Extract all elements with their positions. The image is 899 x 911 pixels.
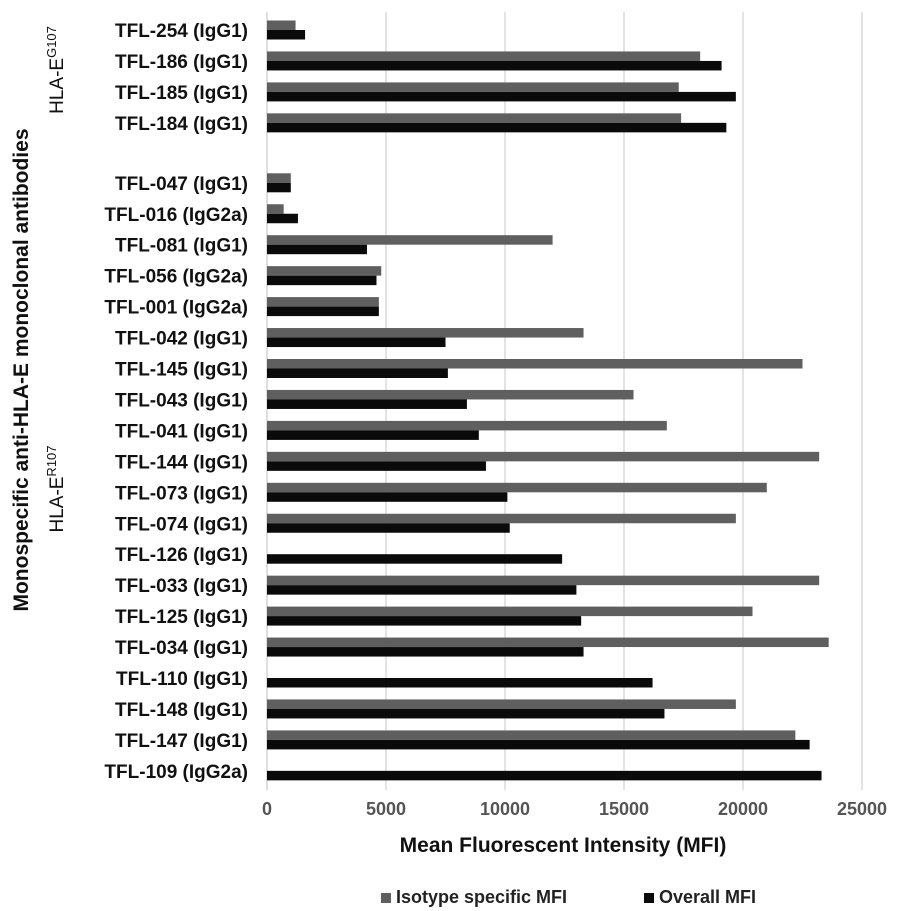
x-tick-label: 20000 bbox=[718, 799, 768, 819]
bar-overall bbox=[267, 60, 722, 71]
category-labels: TFL-254 (IgG1) TFL-186 (IgG1) TFL-185 (IgG… bbox=[104, 21, 248, 783]
bar-isotype-specific bbox=[267, 51, 701, 61]
category-label: TFL-125 (IgG1) bbox=[115, 607, 248, 628]
bar-overall bbox=[267, 399, 467, 409]
bar-overall bbox=[267, 337, 446, 348]
category-label: TFL-148 (IgG1) bbox=[115, 700, 248, 721]
bar-isotype-specific bbox=[267, 328, 584, 338]
category-label: TFL-110 (IgG1) bbox=[116, 669, 248, 690]
legend-swatch bbox=[381, 893, 391, 903]
bar-isotype-specific bbox=[267, 699, 736, 709]
bar-isotype-specific bbox=[267, 451, 820, 462]
category-label: TFL-184 (IgG1) bbox=[115, 114, 248, 135]
group-labels: HLA-EG107 HLA-ER107 bbox=[44, 26, 68, 532]
gridlines bbox=[266, 12, 863, 790]
category-label: TFL-081 (IgG1) bbox=[115, 236, 248, 257]
category-label: TFL-033 (IgG1) bbox=[115, 576, 248, 597]
category-label: TFL-016 (IgG2a) bbox=[104, 205, 248, 226]
bar-overall bbox=[267, 492, 508, 502]
legend-label: Isotype specific MFI bbox=[396, 887, 567, 907]
bar-overall bbox=[267, 678, 653, 688]
bar-overall bbox=[267, 30, 306, 40]
legend-label: Overall MFI bbox=[659, 887, 756, 907]
bar-overall bbox=[267, 708, 665, 719]
bar-isotype-specific bbox=[267, 513, 736, 524]
bar-isotype-specific bbox=[267, 297, 379, 307]
x-tick-label: 15000 bbox=[599, 799, 649, 819]
category-label: TFL-254 (IgG1) bbox=[115, 21, 248, 42]
bar-overall bbox=[267, 91, 736, 102]
bar-overall bbox=[267, 739, 810, 750]
group-label: HLA-EG107 bbox=[44, 26, 68, 114]
x-tick-label: 5000 bbox=[366, 799, 406, 819]
category-label: TFL-056 (IgG2a) bbox=[104, 267, 248, 288]
bar-isotype-specific bbox=[267, 730, 796, 740]
category-label: TFL-041 (IgG1) bbox=[115, 421, 248, 442]
category-label: TFL-043 (IgG1) bbox=[115, 390, 248, 411]
bar-isotype-specific bbox=[267, 82, 679, 92]
category-label: TFL-145 (IgG1) bbox=[115, 360, 248, 381]
bar-overall bbox=[267, 213, 298, 224]
bar-isotype-specific bbox=[267, 235, 553, 245]
bar-isotype-specific bbox=[267, 204, 284, 214]
category-label: TFL-147 (IgG1) bbox=[115, 731, 248, 752]
bar-isotype-specific bbox=[267, 389, 634, 400]
x-axis-title: Mean Fluorescent Intensity (MFI) bbox=[400, 834, 727, 857]
group-label: HLA-ER107 bbox=[44, 445, 68, 532]
bar-isotype-specific bbox=[267, 173, 291, 183]
bar-isotype-specific bbox=[267, 113, 682, 123]
bar-overall bbox=[267, 461, 486, 471]
category-label: TFL-109 (IgG2a) bbox=[104, 762, 248, 783]
category-label: TFL-034 (IgG1) bbox=[115, 638, 248, 659]
legend: Isotype specific MFI Overall MFI bbox=[381, 887, 756, 907]
bar-overall bbox=[267, 368, 448, 378]
bar-overall bbox=[267, 770, 822, 781]
bar-overall bbox=[267, 647, 584, 657]
bar-overall bbox=[267, 616, 582, 626]
bar-overall bbox=[267, 585, 577, 595]
x-tick-label: 25000 bbox=[837, 799, 887, 819]
bar-isotype-specific bbox=[267, 606, 753, 617]
bar-overall bbox=[267, 554, 563, 564]
legend-swatch bbox=[644, 893, 654, 903]
category-label: TFL-186 (IgG1) bbox=[115, 52, 248, 73]
bar-isotype-specific bbox=[267, 266, 382, 276]
bars bbox=[267, 20, 829, 781]
bar-overall bbox=[267, 523, 510, 533]
bar-overall bbox=[267, 122, 727, 133]
category-label: TFL-001 (IgG2a) bbox=[104, 298, 248, 319]
category-label: TFL-126 (IgG1) bbox=[115, 545, 248, 566]
bar-isotype-specific bbox=[267, 420, 667, 431]
bar-overall bbox=[267, 430, 479, 440]
bar-overall bbox=[267, 182, 291, 193]
bar-isotype-specific bbox=[267, 359, 803, 369]
bar-isotype-specific bbox=[267, 482, 767, 493]
bar-overall bbox=[267, 244, 367, 255]
category-label: TFL-185 (IgG1) bbox=[115, 83, 248, 104]
y-axis-title: Monospecific anti-HLA-E monoclonal antib… bbox=[10, 128, 33, 611]
bar-overall bbox=[267, 306, 379, 317]
category-label: TFL-073 (IgG1) bbox=[115, 483, 248, 504]
bar-isotype-specific bbox=[267, 575, 820, 586]
x-tick-label: 10000 bbox=[480, 799, 530, 819]
bar-isotype-specific bbox=[267, 637, 829, 648]
x-tick-labels: 0 5000 10000 15000 20000 25000 bbox=[262, 799, 887, 819]
category-label: TFL-042 (IgG1) bbox=[115, 329, 248, 350]
category-label: TFL-144 (IgG1) bbox=[115, 452, 248, 473]
bar-isotype-specific bbox=[267, 20, 296, 30]
bar-overall bbox=[267, 275, 377, 286]
category-label: TFL-074 (IgG1) bbox=[115, 514, 248, 535]
x-tick-label: 0 bbox=[262, 799, 272, 819]
category-label: TFL-047 (IgG1) bbox=[115, 174, 248, 195]
